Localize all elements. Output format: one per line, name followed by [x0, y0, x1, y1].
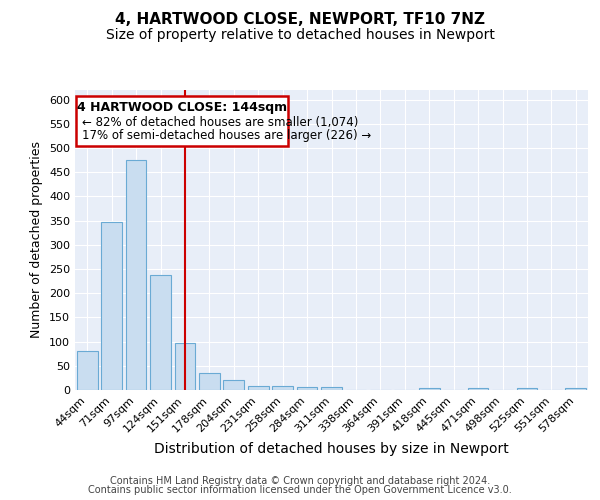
Bar	[467, 388, 488, 390]
Bar	[199, 372, 220, 390]
Bar	[419, 388, 440, 390]
Bar	[223, 380, 244, 390]
Bar	[296, 387, 317, 390]
X-axis label: Distribution of detached houses by size in Newport: Distribution of detached houses by size …	[154, 442, 509, 456]
Bar	[77, 352, 98, 390]
FancyBboxPatch shape	[76, 96, 287, 146]
Text: 4 HARTWOOD CLOSE: 144sqm: 4 HARTWOOD CLOSE: 144sqm	[77, 102, 287, 114]
Text: 4, HARTWOOD CLOSE, NEWPORT, TF10 7NZ: 4, HARTWOOD CLOSE, NEWPORT, TF10 7NZ	[115, 12, 485, 28]
Text: Contains public sector information licensed under the Open Government Licence v3: Contains public sector information licen…	[88, 485, 512, 495]
Bar	[150, 275, 171, 390]
Bar	[101, 222, 122, 390]
Text: ← 82% of detached houses are smaller (1,074): ← 82% of detached houses are smaller (1,…	[82, 116, 359, 129]
Text: Contains HM Land Registry data © Crown copyright and database right 2024.: Contains HM Land Registry data © Crown c…	[110, 476, 490, 486]
Bar	[272, 386, 293, 390]
Bar	[565, 388, 586, 390]
Bar	[248, 386, 269, 390]
Y-axis label: Number of detached properties: Number of detached properties	[31, 142, 43, 338]
Text: 17% of semi-detached houses are larger (226) →: 17% of semi-detached houses are larger (…	[82, 128, 371, 141]
Text: Size of property relative to detached houses in Newport: Size of property relative to detached ho…	[106, 28, 494, 42]
Bar	[125, 160, 146, 390]
Bar	[517, 388, 538, 390]
Bar	[175, 343, 196, 390]
Bar	[321, 387, 342, 390]
